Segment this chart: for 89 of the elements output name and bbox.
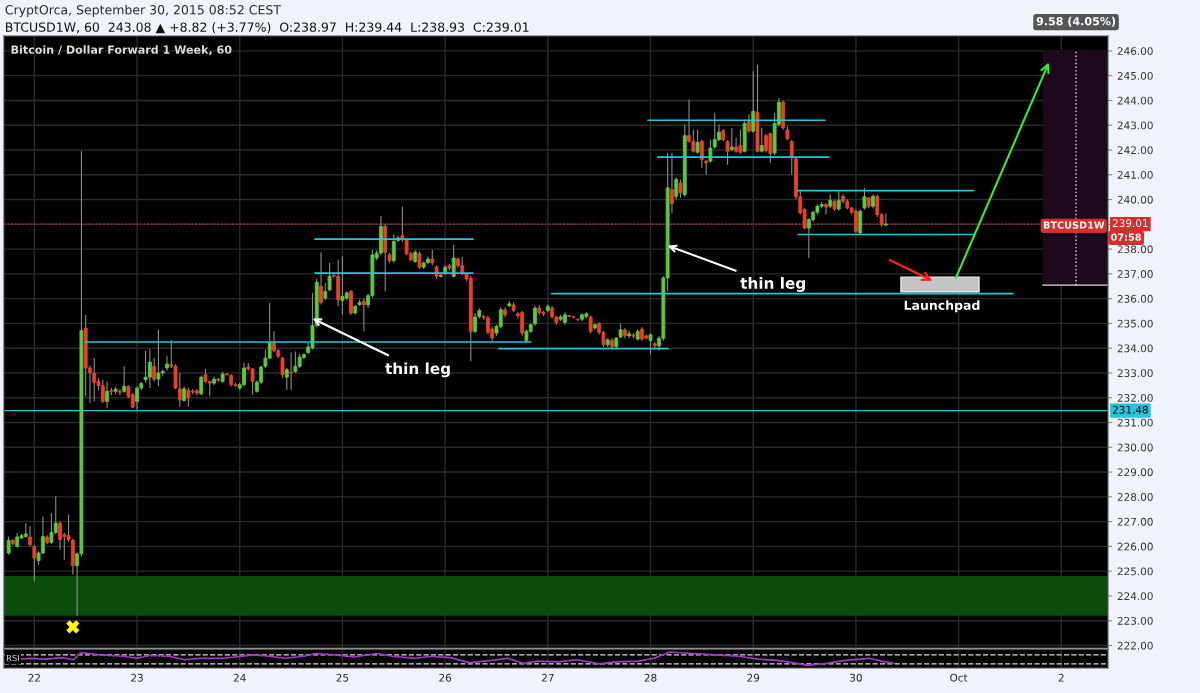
x-tick-label: 26 — [439, 673, 452, 682]
y-tick-label: 231.00 — [1117, 418, 1153, 427]
candlestick — [438, 273, 443, 279]
candlestick — [734, 137, 739, 154]
candlestick — [199, 374, 204, 396]
y-tick-label: 237.00 — [1117, 270, 1153, 278]
y-tick-label: 230.00 — [1117, 443, 1153, 452]
x-tick-label: 22 — [28, 673, 40, 682]
x-tick-label: 2 — [1058, 673, 1064, 682]
y-tick-label: 222.00 — [1117, 641, 1153, 650]
y-tick-label: 238.00 — [1117, 245, 1153, 254]
candlestick — [349, 289, 353, 316]
ref-line-label: 231.48 — [1112, 405, 1148, 414]
text: 07:58 — [1111, 233, 1141, 241]
annotation: thin leg — [385, 362, 450, 378]
annotation: BTCUSD1W — [1043, 221, 1105, 229]
text: 9.58 (4.05%) — [1036, 16, 1116, 27]
candlestick — [6, 535, 11, 556]
text: BTCUSD1W, 60 243.08 ▲ +8.82 (+3.77%) O:238.97 H:239.44 L:238.93 C:239.01 — [6, 22, 529, 34]
x-tick-label: 28 — [644, 673, 657, 682]
y-tick-label: 246.00 — [1117, 47, 1153, 56]
candlestick — [764, 133, 768, 154]
candlestick — [289, 351, 293, 391]
y-tick-label: 227.00 — [1117, 517, 1153, 526]
y-tick-label: 243.00 — [1117, 121, 1153, 130]
candlestick — [648, 332, 653, 355]
y-tick-label: 240.00 — [1117, 195, 1153, 204]
candlestick — [768, 132, 773, 164]
y-tick-label: 234.00 — [1117, 344, 1153, 353]
text: Bitcoin / Dollar Forward 1 Week, 60 — [11, 45, 232, 56]
x-tick-label: 24 — [233, 673, 246, 682]
candlestick — [319, 251, 323, 306]
candlestick — [147, 348, 152, 389]
candlestick — [520, 310, 525, 337]
x-tick-label: 30 — [850, 673, 862, 682]
candlestick — [738, 129, 743, 155]
text: CryptOrca, September 30, 2015 08:52 CEST — [5, 4, 282, 17]
y-tick-label: 235.00 — [1117, 319, 1153, 328]
candlestick — [28, 525, 32, 547]
x-tick-label: 25 — [336, 673, 349, 682]
y-tick-label: 223.00 — [1117, 616, 1153, 625]
candlestick — [699, 139, 704, 169]
candlestick — [165, 355, 169, 372]
y-tick-label: 241.00 — [1117, 171, 1153, 179]
candlestick — [391, 233, 396, 264]
candlestick — [122, 365, 127, 394]
annotation: Launchpad — [904, 300, 980, 313]
candlestick — [336, 259, 341, 307]
candlestick — [340, 255, 345, 316]
candlestick — [451, 244, 456, 279]
candlestick — [836, 190, 841, 212]
y-tick-label: 232.00 — [1117, 393, 1153, 402]
candlestick — [32, 544, 37, 582]
candlestick — [186, 387, 191, 407]
y-tick-label: 245.00 — [1117, 71, 1153, 80]
candlestick — [58, 521, 62, 551]
candlestick — [858, 208, 863, 235]
candlestick — [92, 357, 97, 403]
y-tick-label: 242.00 — [1117, 146, 1153, 155]
y-tick-label: 229.00 — [1117, 468, 1153, 477]
candlestick — [242, 362, 246, 388]
candlestick — [156, 329, 161, 387]
y-tick-label: 226.00 — [1117, 542, 1153, 551]
y-tick-label: 236.00 — [1117, 294, 1153, 303]
candlestick — [759, 127, 764, 154]
candlestick — [678, 179, 683, 199]
annotation: thin leg — [740, 277, 805, 292]
x-tick-label: 23 — [131, 673, 143, 682]
y-tick-label: 228.00 — [1117, 493, 1153, 501]
candlestick — [118, 388, 122, 396]
candlestick — [670, 152, 674, 214]
candlestick — [143, 349, 148, 384]
candlestick — [695, 129, 700, 155]
x-tick-label: 27 — [541, 673, 554, 682]
candlestick — [747, 114, 751, 134]
candlestick — [751, 70, 756, 134]
candlestick — [105, 380, 109, 409]
candlestick — [250, 367, 255, 396]
y-tick-label: 244.00 — [1117, 96, 1153, 105]
x-tick-label: 29 — [747, 673, 760, 682]
candlestick — [272, 330, 276, 353]
x-tick-label: Oct — [950, 673, 968, 682]
candlestick — [824, 202, 828, 215]
ref-line-label: 239.01 — [1112, 219, 1148, 228]
y-tick-label: 224.00 — [1117, 592, 1153, 601]
y-tick-label: 233.00 — [1117, 369, 1153, 378]
candlestick — [729, 127, 734, 152]
candlestick — [100, 379, 105, 404]
y-tick-label: 225.00 — [1117, 567, 1153, 576]
